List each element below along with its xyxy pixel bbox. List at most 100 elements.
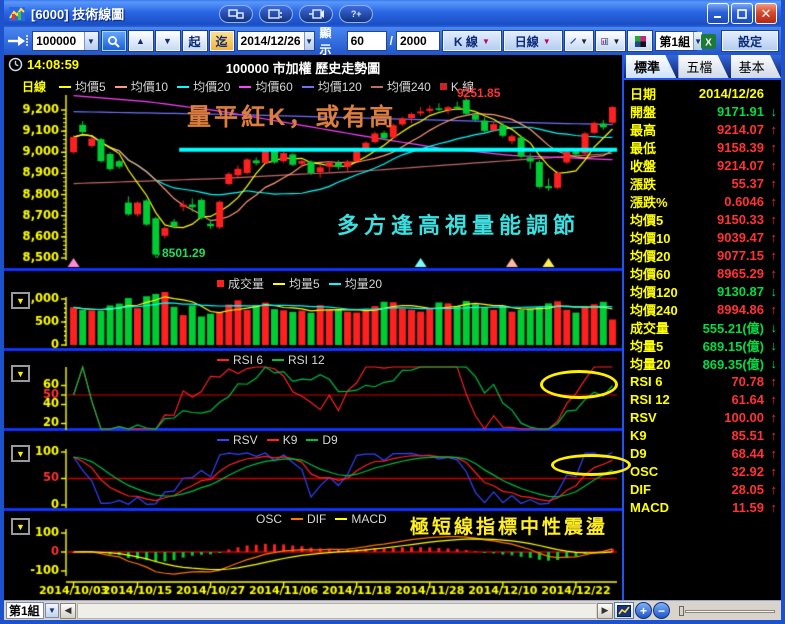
zoom-slider bbox=[675, 603, 779, 619]
quote-label: OSC bbox=[630, 463, 659, 479]
kd-panel-dropdown-button[interactable]: ▼ bbox=[11, 445, 30, 462]
main-content: 14:08:59 100000 市加權 歷史走勢圖 日線 均價5 均價10 均價20 均… bbox=[4, 55, 781, 600]
toolbar: 100000 ▼ ▲ ▼ 起 迄 2014/12/26 ▼ 顯示 / K 線▼ … bbox=[4, 26, 781, 57]
window-list-button[interactable] bbox=[259, 4, 294, 23]
close-button[interactable]: ✕ bbox=[755, 3, 777, 24]
help-plus-button[interactable]: ?+ bbox=[339, 4, 374, 23]
export-excel-button[interactable]: X bbox=[700, 31, 717, 51]
quote-value: 28.05 bbox=[731, 481, 764, 497]
horizontal-scrollbar-track[interactable] bbox=[77, 602, 596, 619]
rsi-panel-dropdown-button[interactable]: ▼ bbox=[11, 365, 30, 382]
chevron-down-icon: ▼ bbox=[580, 36, 589, 46]
chevron-down-icon: ▼ bbox=[542, 36, 551, 46]
annotation-volume-note: 量平紅K，或有高 bbox=[187, 104, 397, 131]
chart-type-button[interactable]: K 線 ▼ bbox=[441, 30, 502, 52]
down-arrow-icon: ↓ bbox=[770, 283, 778, 299]
quote-row: RSI 6 70.78 ↑ bbox=[624, 372, 781, 390]
time-box: 14:08:59 bbox=[8, 57, 79, 72]
snapshot-button[interactable] bbox=[299, 4, 334, 23]
indicator-tool-button[interactable]: ▼ bbox=[595, 30, 627, 52]
quote-panel-tabs: 標準 五檔 基本 bbox=[624, 55, 781, 80]
settings-button[interactable]: 設定 bbox=[720, 30, 780, 52]
charts-canvas[interactable] bbox=[4, 55, 622, 600]
down-arrow-icon: ↓ bbox=[770, 355, 778, 371]
quote-row: RSV 100.00 ↑ bbox=[624, 408, 781, 426]
zoom-slider-groove bbox=[685, 609, 775, 613]
search-button[interactable] bbox=[100, 30, 127, 52]
minimize-button[interactable] bbox=[707, 3, 729, 24]
period-button[interactable]: 日線 ▼ bbox=[502, 30, 563, 52]
prev-button[interactable]: ▲ bbox=[127, 30, 154, 52]
quote-row: 最高 9214.07 ↑ bbox=[624, 120, 781, 138]
quote-row: 均價20 9077.15 ↑ bbox=[624, 246, 781, 264]
quote-label: D9 bbox=[630, 445, 647, 461]
statusbar: 第1組 ▼ ◀ ▶ + − bbox=[4, 600, 781, 620]
date-dropdown-arrow[interactable]: ▼ bbox=[303, 32, 314, 50]
left-arrow-icon: ◀ bbox=[64, 605, 72, 615]
display-count-input[interactable] bbox=[346, 31, 387, 51]
trendline-tool-button[interactable]: ▼ bbox=[563, 30, 595, 52]
legend-item: 均價240 bbox=[370, 78, 431, 95]
tab-標準[interactable]: 標準 bbox=[626, 55, 676, 78]
chart-mode-button[interactable] bbox=[614, 602, 634, 619]
high-price-label: 9251.85 bbox=[457, 86, 501, 100]
symbol-combobox[interactable]: 100000 ▼ bbox=[32, 31, 99, 51]
tab-基本[interactable]: 基本 bbox=[731, 55, 781, 78]
snapshot-icon bbox=[309, 8, 325, 19]
window-controls: ✕ bbox=[707, 3, 777, 24]
group-dropdown-arrow[interactable]: ▼ bbox=[693, 32, 703, 50]
up-arrow-icon: ↑ bbox=[770, 391, 778, 407]
low-price-label: 8501.29 bbox=[162, 246, 206, 260]
zoom-slider-thumb[interactable] bbox=[679, 605, 684, 616]
up-arrow-icon: ↑ bbox=[770, 193, 778, 209]
app-icon bbox=[9, 6, 25, 21]
maximize-icon bbox=[737, 8, 747, 19]
quote-label: 均價20 bbox=[630, 248, 671, 264]
quote-label: 收盤 bbox=[630, 158, 657, 174]
symbol-dropdown-arrow[interactable]: ▼ bbox=[83, 32, 98, 50]
annotation-trend-note: 多方逢高視量能調節 bbox=[337, 213, 581, 238]
macd-panel-dropdown-button[interactable]: ▼ bbox=[11, 518, 30, 535]
display-total-input[interactable] bbox=[395, 31, 440, 51]
statusbar-group-dropdown-arrow[interactable]: ▼ bbox=[45, 603, 59, 618]
statusbar-group-combobox[interactable]: 第1組 bbox=[6, 602, 44, 619]
scroll-left-button[interactable]: ◀ bbox=[60, 602, 76, 619]
down-arrow-icon: ↓ bbox=[770, 103, 778, 119]
date-combobox[interactable]: 2014/12/26 ▼ bbox=[236, 31, 315, 51]
range-start-button[interactable]: 起 bbox=[181, 30, 208, 52]
color-palette-button[interactable] bbox=[627, 30, 654, 52]
maximize-button[interactable] bbox=[731, 3, 753, 24]
up-arrow-icon: ↑ bbox=[770, 463, 778, 479]
window-switch-button[interactable] bbox=[219, 4, 254, 23]
triangle-down-icon: ▼ bbox=[16, 521, 25, 532]
goto-symbol-icon[interactable] bbox=[7, 31, 29, 51]
scroll-right-button[interactable]: ▶ bbox=[597, 602, 613, 619]
up-arrow-icon: ↑ bbox=[770, 409, 778, 425]
quote-row: 收盤 9214.07 ↑ bbox=[624, 156, 781, 174]
legend-item: 均價5 bbox=[59, 78, 106, 95]
display-label: 顯示 bbox=[319, 26, 332, 57]
symbol-value: 100000 bbox=[36, 34, 77, 48]
quote-label: 成交量 bbox=[630, 320, 670, 336]
volume-panel-dropdown-button[interactable]: ▼ bbox=[11, 292, 30, 309]
quote-label: 均量20 bbox=[630, 356, 671, 372]
quote-label: 均價5 bbox=[630, 212, 664, 228]
range-end-button[interactable]: 迄 bbox=[208, 30, 235, 52]
palette-icon bbox=[634, 35, 646, 47]
zoom-out-button[interactable]: − bbox=[653, 602, 670, 619]
zoom-in-button[interactable]: + bbox=[635, 602, 652, 619]
quote-row: MACD 11.59 ↑ bbox=[624, 498, 781, 516]
up-arrow-icon: ↑ bbox=[770, 445, 778, 461]
window-title: [6000] 技術線圖 bbox=[31, 7, 125, 22]
right-arrow-icon: ▶ bbox=[601, 605, 609, 615]
quote-row: DIF 28.05 ↑ bbox=[624, 480, 781, 498]
quote-label: 最高 bbox=[630, 122, 657, 138]
tab-五檔[interactable]: 五檔 bbox=[678, 55, 728, 78]
next-button[interactable]: ▼ bbox=[154, 30, 181, 52]
quote-row: 漲跌% 0.6046 ↑ bbox=[624, 192, 781, 210]
rsi-legend: RSI 6 RSI 12 bbox=[217, 353, 325, 367]
legend-item: K 線 bbox=[439, 78, 474, 95]
quote-value: 61.64 bbox=[731, 391, 764, 407]
group-combobox[interactable]: 第1組 ▼ bbox=[655, 31, 703, 51]
kd-highlight-ellipse bbox=[551, 454, 631, 476]
